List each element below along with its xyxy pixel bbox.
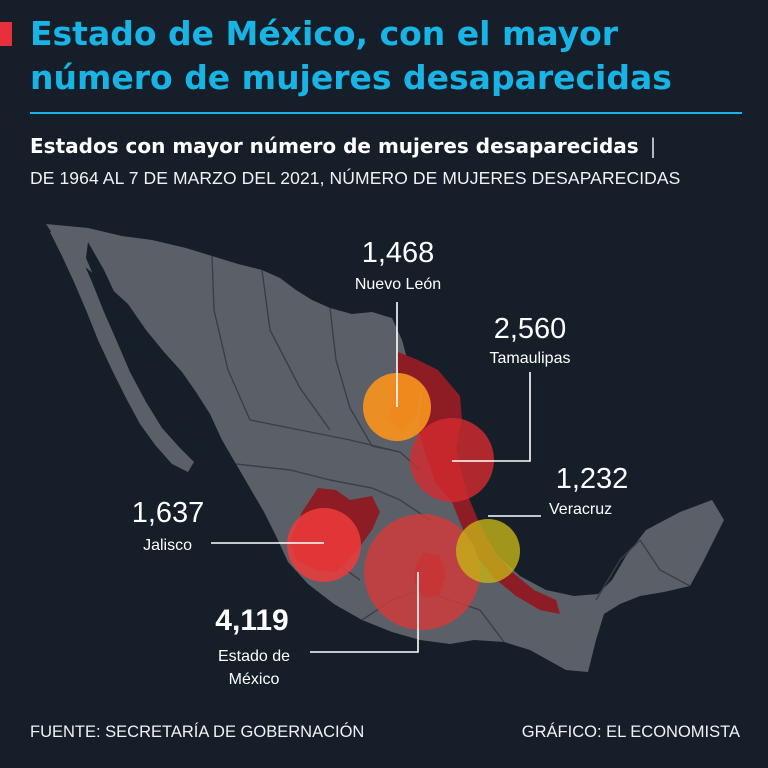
value-estado-de-mexico: 4,119 — [215, 604, 288, 637]
label-jalisco: Jalisco — [143, 537, 192, 554]
headline: Estado de México, con el mayor número de… — [30, 14, 672, 97]
subtitle-separator: | — [649, 134, 657, 158]
subnote: DE 1964 AL 7 DE MARZO DEL 2021, NÚMERO D… — [30, 168, 681, 188]
value-jalisco: 1,637 — [132, 497, 205, 529]
leader-lines — [211, 302, 541, 653]
headline-divider — [30, 112, 742, 114]
bubble-jalisco — [287, 508, 361, 582]
source-credit: FUENTE: SECRETARÍA DE GOBERNACIÓN — [30, 723, 365, 741]
value-nuevo-leon: 1,468 — [362, 237, 435, 269]
graphic-credit: GRÁFICO: EL ECONOMISTA — [521, 723, 740, 741]
value-tamaulipas: 2,560 — [494, 313, 567, 345]
label-veracruz: Veracruz — [549, 501, 612, 518]
gulf-of-california — [86, 242, 200, 458]
subtitle: Estados con mayor número de mujeres desa… — [30, 134, 760, 158]
label-tamaulipas: Tamaulipas — [490, 350, 571, 367]
label-nuevo-leon: Nuevo León — [355, 276, 441, 293]
accent-marker — [0, 22, 12, 46]
baja-california — [50, 226, 194, 472]
value-veracruz: 1,232 — [556, 463, 629, 495]
subtitle-text: Estados con mayor número de mujeres desa… — [30, 134, 639, 158]
label-estado-de-mexico-line2: México — [229, 671, 280, 688]
bubble-estado-de-mexico — [364, 514, 480, 630]
label-estado-de-mexico-line1: Estado de — [218, 648, 290, 665]
bubble-tamaulipas — [410, 418, 494, 502]
bubble-veracruz — [456, 519, 520, 583]
